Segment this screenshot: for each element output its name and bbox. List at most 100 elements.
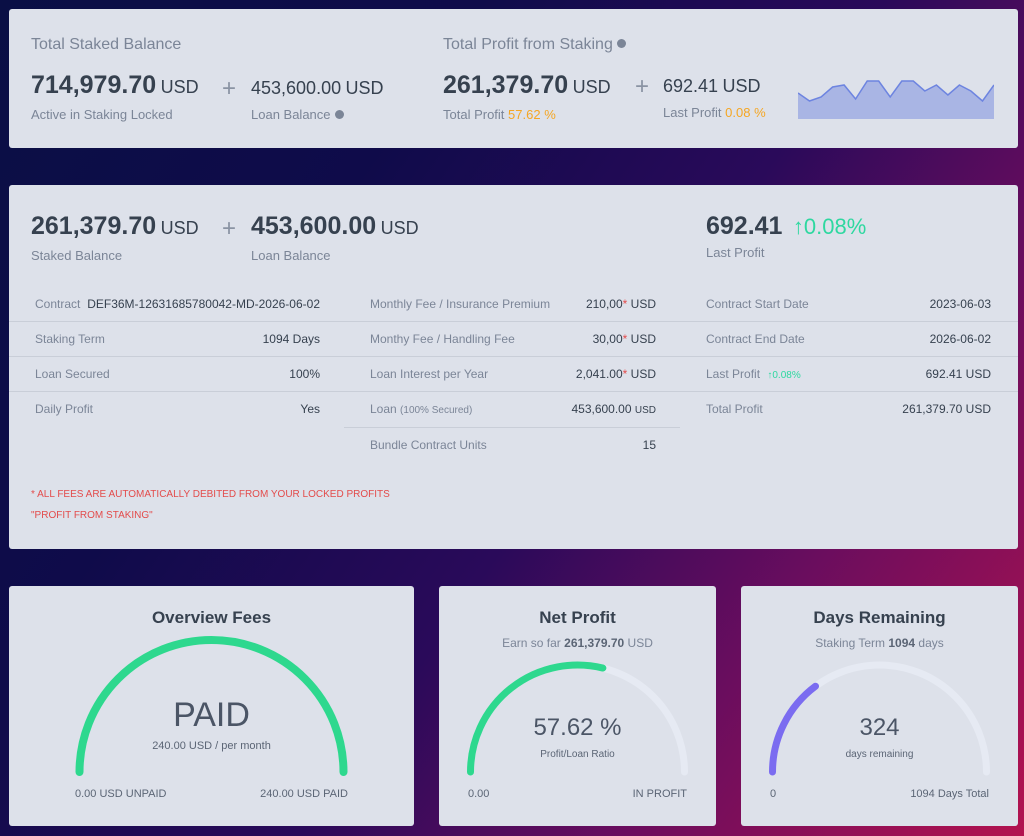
currency-label: USD <box>160 77 199 97</box>
total-profit-subtitle: Total Profit 57.62 % <box>443 107 556 122</box>
overview-fees-title: Overview Fees <box>151 608 272 627</box>
net-profit-status-label: IN PROFIT <box>632 788 687 800</box>
handling-fee-amount: 30,00* USD <box>592 332 656 346</box>
loan-balance-label: Loan Balance <box>251 107 331 122</box>
loan-label-wrap: Loan (100% Secured) <box>370 402 472 416</box>
currency-label: USD <box>160 218 199 238</box>
days-remaining-gauge <box>769 661 990 776</box>
insurance-fee-label: Monthly Fee / Insurance Premium <box>370 297 551 311</box>
sparkline-area <box>798 81 994 119</box>
insurance-fee-amount: 210,00* USD <box>585 297 656 311</box>
insurance-fee-value: 210,00 <box>585 297 623 311</box>
net-profit-caption: Profit/Loan Ratio <box>540 749 615 760</box>
overview-fees-card: Overview Fees PAID 240.00 USD / per mont… <box>9 586 414 826</box>
loan-interest-amount: 2,041.00* USD <box>575 367 656 381</box>
total-profit-label: Total Profit <box>443 107 505 122</box>
total-profit-row-value: 261,379.70 USD <box>902 402 991 416</box>
loan-interest-value: 2,041.00 <box>575 367 623 381</box>
start-date-label: Contract Start Date <box>706 297 809 311</box>
fees-status: PAID <box>173 696 250 734</box>
staked-balance-label: Staked Balance <box>31 248 123 263</box>
currency-label: USD <box>572 77 611 97</box>
net-profit-gauge-progress <box>467 661 607 776</box>
last-profit-row-label: Last Profit ↑0.08% <box>706 367 801 381</box>
net-profit-subtitle: Earn so far 261,379.70 USD <box>439 636 716 650</box>
days-remaining-subtitle: Staking Term 1094 days <box>741 636 1018 650</box>
contract-details-card: 261,379.70 USD Staked Balance + 453,600.… <box>9 185 1018 549</box>
currency-label: USD <box>722 76 761 96</box>
plus-icon: + <box>222 215 237 242</box>
days-total-label: 1094 Days Total <box>910 788 989 800</box>
fees-disclaimer: * ALL FEES ARE AUTOMATICALLY DEBITED FRO… <box>31 489 390 500</box>
contract-last-profit-value: 692.41 <box>706 212 783 240</box>
last-profit-change: ↑0.08% <box>792 214 867 239</box>
start-date-value: 2023-06-03 <box>929 297 991 311</box>
net-profit-sub-value: 261,379.70 <box>564 636 625 650</box>
fees-detail: 240.00 USD / per month <box>152 740 271 752</box>
days-remaining-caption: days remaining <box>845 749 914 760</box>
staked-balance-amount: 261,379.70 USD <box>31 212 199 241</box>
loan-secured-label: Loan Secured <box>35 367 110 381</box>
last-profit-percent: 0.08 % <box>725 105 766 120</box>
contract-loan-value: 453,600.00 <box>251 212 377 240</box>
staking-term-label: Staking Term <box>35 332 105 346</box>
handling-fee-label: Monthy Fee / Handling Fee <box>370 332 515 346</box>
loan-label: Loan <box>370 402 397 416</box>
end-date-label: Contract End Date <box>706 332 805 346</box>
contract-last-profit: 692.41 ↑0.08% <box>706 212 866 241</box>
fees-gauge <box>75 636 348 776</box>
total-staked-amount: 714,979.70 USD <box>31 71 199 100</box>
total-profit-row-label: Total Profit <box>706 402 763 416</box>
total-profit-title-wrap: Total Profit from Staking <box>443 36 626 54</box>
loan-balance-label-wrap: Loan Balance <box>251 107 344 122</box>
days-remaining-title: Days Remaining <box>813 608 946 627</box>
currency-label: USD <box>345 78 384 98</box>
staking-term-value: 1094 Days <box>262 332 320 346</box>
loan-interest-label: Loan Interest per Year <box>370 367 489 381</box>
currency-label: USD <box>630 297 656 311</box>
row-divider <box>9 391 344 392</box>
profit-source-note: "PROFIT FROM STAKING" <box>31 510 153 521</box>
info-icon[interactable] <box>616 39 626 49</box>
last-profit-label: Last Profit <box>663 105 722 120</box>
row-divider <box>344 321 680 322</box>
plus-icon: + <box>222 75 237 102</box>
last-profit-amount: 692.41 USD <box>663 76 761 97</box>
fees-paid-label: 240.00 USD PAID <box>260 788 348 800</box>
contract-id: DEF36M-12631685780042-MD-2026-06-02 <box>87 297 320 311</box>
contract-label: Contract <box>35 297 81 311</box>
net-profit-gauge <box>467 661 688 776</box>
contract-last-profit-label: Last Profit <box>706 245 765 260</box>
staked-balance-value: 261,379.70 <box>31 212 157 240</box>
currency-label: USD <box>380 218 419 238</box>
profit-sparkline <box>798 80 994 119</box>
bundle-units-label: Bundle Contract Units <box>370 438 487 452</box>
total-staked-title: Total Staked Balance <box>31 36 182 53</box>
days-remaining-card: Days Remaining Staking Term 1094 days 32… <box>741 586 1018 826</box>
fees-gauge-progress <box>75 636 348 776</box>
fees-unpaid-label: 0.00 USD UNPAID <box>75 788 167 800</box>
row-divider <box>680 356 1018 357</box>
row-divider <box>344 356 680 357</box>
bundle-units-value: 15 <box>642 438 656 452</box>
net-profit-sub-prefix: Earn so far <box>502 636 561 650</box>
net-profit-title: Net Profit <box>539 608 616 627</box>
loan-secured-note: (100% Secured) <box>400 405 473 416</box>
net-profit-min-label: 0.00 <box>468 788 490 800</box>
row-divider <box>680 321 1018 322</box>
net-profit-card: Net Profit Earn so far 261,379.70 USD 57… <box>439 586 716 826</box>
staking-summary-card: Total Staked Balance 714,979.70 USD Acti… <box>9 9 1018 148</box>
last-profit-value: 692.41 <box>663 76 719 96</box>
sparkline-line <box>798 80 994 103</box>
days-sub-unit: days <box>918 636 944 650</box>
daily-profit-label: Daily Profit <box>35 402 94 416</box>
last-profit-label: Last Profit <box>706 367 761 381</box>
info-icon[interactable] <box>334 110 344 120</box>
last-profit-subtitle: Last Profit 0.08 % <box>663 105 766 120</box>
loan-amount: 453,600.00 USD <box>571 402 656 416</box>
days-remaining-value: 324 <box>859 714 900 741</box>
currency-label: USD <box>630 332 656 346</box>
contract-loan-amount: 453,600.00 USD <box>251 212 419 241</box>
net-profit-sub-unit: USD <box>627 636 653 650</box>
row-divider <box>9 356 344 357</box>
